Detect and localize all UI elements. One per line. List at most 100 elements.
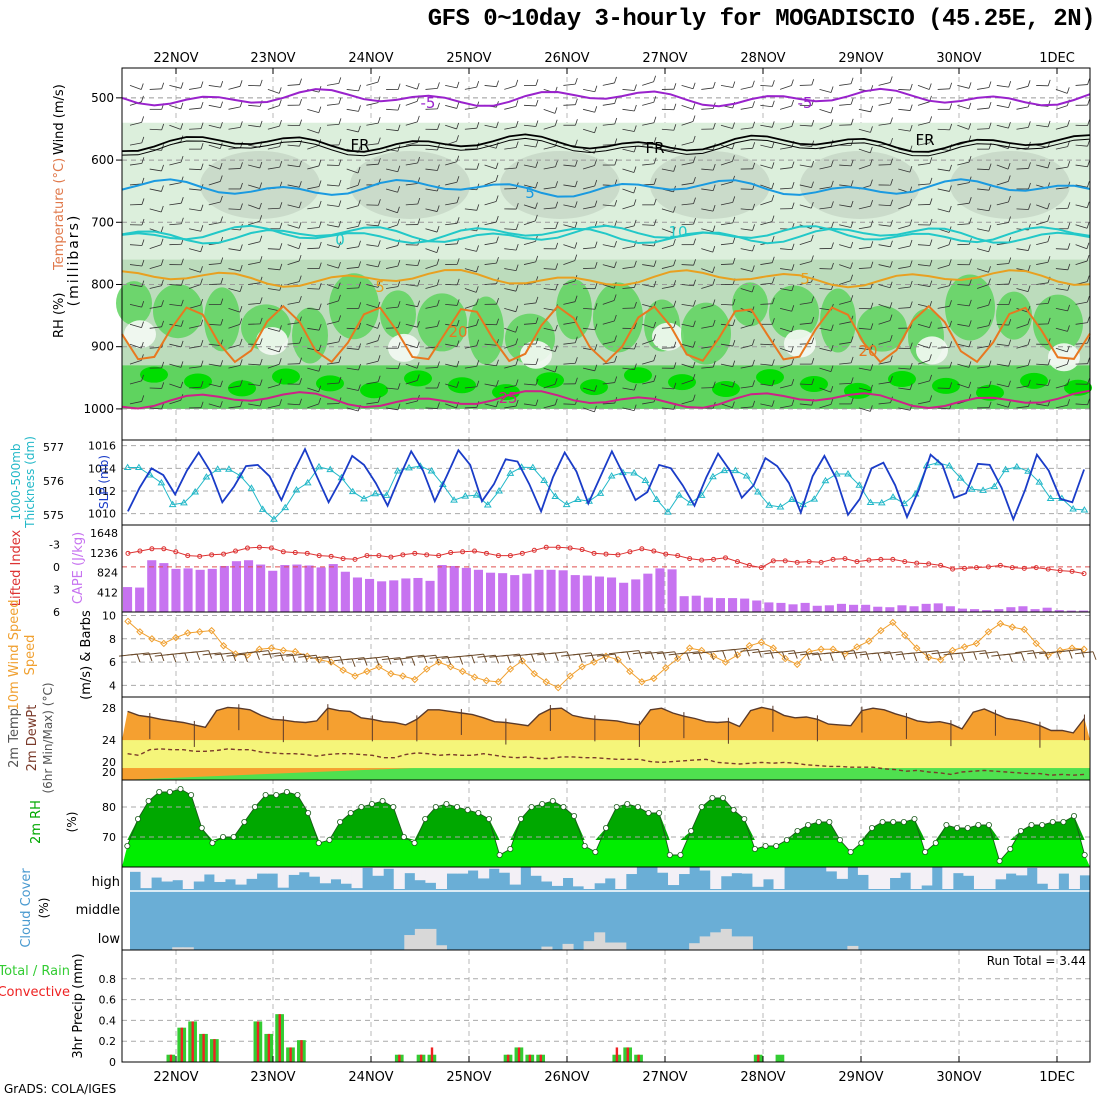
li-point (806, 559, 812, 565)
wind-barb (602, 320, 615, 325)
wind-barb (445, 403, 457, 409)
wind-barb (307, 206, 320, 210)
wind-barb-flag (811, 255, 814, 262)
wind-barb-flag (968, 102, 972, 109)
wind-barb (484, 144, 497, 149)
wind-barb-flag (476, 204, 480, 211)
rh2m-point (241, 819, 248, 826)
wind-barb (366, 401, 379, 405)
wind-barb-flag (1027, 359, 1031, 366)
wind-barb (267, 207, 280, 210)
thickness-point (348, 487, 357, 495)
wind-barb-flag (870, 220, 874, 227)
wind-barb-flag (968, 123, 972, 130)
rh-blob (732, 282, 768, 327)
wind-barb (189, 168, 202, 171)
run-total-label: Run Total = 3.44 (987, 954, 1086, 968)
wind-barb (405, 380, 418, 385)
thickness-point (664, 508, 672, 515)
wind-barb (543, 404, 556, 409)
wind-barb-flag (318, 262, 322, 269)
wind-barb-flag (259, 120, 263, 128)
cloud-high-gap (868, 867, 880, 889)
wind-barb-flag (752, 380, 755, 387)
wind-barb (819, 124, 831, 130)
thickness-point (877, 498, 886, 506)
rh2m-point (943, 822, 950, 829)
wind-barb-flag (1027, 80, 1031, 87)
wind-barb-flag (614, 355, 617, 363)
isotherm-line (121, 268, 1091, 289)
cape-bar (1078, 610, 1088, 612)
wind-barb-flag (318, 397, 322, 405)
cloud-low-bar (182, 947, 194, 950)
wind-barb-flag (1047, 297, 1051, 304)
wind-barb (720, 124, 733, 129)
cape-bar (352, 577, 362, 612)
rh2m-point (517, 816, 524, 823)
wind-barb-flag (929, 136, 933, 143)
li-point (376, 553, 382, 559)
rh2m-area-dark (122, 789, 1090, 840)
wind-barb-flag (1087, 181, 1090, 188)
wind-barb (346, 205, 359, 210)
wind-speed-point (733, 651, 742, 659)
wind-barb-flag (889, 76, 893, 83)
wind-barb-flag (1067, 284, 1071, 291)
wind-barb-flag (161, 82, 165, 89)
contour-label: FR (350, 136, 369, 154)
cold-band (122, 768, 1090, 780)
wind-barb (287, 281, 300, 285)
wind-barb (780, 187, 793, 190)
precip-tick-label: 0.4 (99, 1014, 117, 1027)
wind-barb (326, 103, 339, 106)
cloud-high-gap (404, 867, 416, 874)
wind-barb (425, 168, 438, 171)
wind-barb-10m-flag (853, 650, 858, 659)
wind-barb-flag (1067, 243, 1071, 250)
thickness-point (1001, 465, 1010, 473)
cloud-high-gap (298, 867, 310, 873)
wind-barb (858, 205, 871, 210)
top-date-label: 30NOV (936, 51, 981, 66)
wind-barb (504, 288, 517, 292)
wind-barb-flag (831, 221, 834, 229)
cloud-high-gap (879, 867, 891, 889)
wind-barb (701, 248, 713, 253)
wind-barb-flag (200, 360, 204, 367)
wind-barb-flag (456, 155, 460, 162)
wind-barb (878, 361, 891, 365)
wind-barb (1016, 406, 1029, 409)
wind-barb (681, 223, 694, 226)
li-point (950, 566, 956, 572)
wind-barb-flag (141, 116, 145, 123)
thickness-point (641, 476, 650, 483)
wind-barb-flag (515, 161, 519, 169)
wind-barb (1036, 282, 1049, 285)
wind-barb-flag (692, 320, 696, 327)
rh-blob-dark (360, 382, 388, 399)
rh2m-point (156, 789, 163, 796)
wind-barb-flag (161, 320, 164, 327)
cloud-high-gap (857, 867, 869, 875)
wind-barb (661, 407, 674, 410)
thickness-point (416, 462, 425, 469)
pressure-axis-label: (millibars) (66, 214, 82, 307)
wind-barb (189, 325, 201, 329)
wind-barb-10m (525, 652, 544, 656)
wind-barb-flag (633, 125, 637, 132)
rh2m-point (475, 810, 482, 817)
rh2m-point (166, 789, 173, 796)
li-point (1021, 565, 1027, 571)
wind-barb (405, 323, 418, 328)
wind-barb (425, 264, 438, 269)
wind-barb-flag (298, 275, 302, 282)
wind-barb-flag (219, 142, 223, 149)
wind-barb (326, 284, 339, 289)
wind-barb-flag (948, 238, 952, 245)
wind-barb-flag (299, 295, 302, 303)
wind-barb-10m (274, 653, 293, 657)
li-point (125, 550, 131, 556)
wind-barb-flag (1028, 162, 1031, 169)
